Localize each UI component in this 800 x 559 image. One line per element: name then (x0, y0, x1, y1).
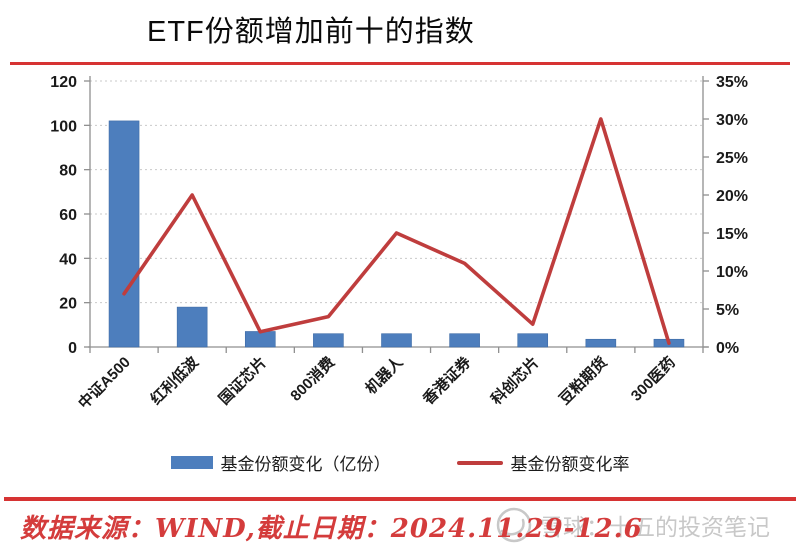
x-category-label: 国证芯片 (215, 353, 270, 408)
line-series-swatch (456, 460, 503, 465)
right-axis-tick-label: 0% (716, 340, 739, 357)
right-axis-tick-label: 25% (716, 150, 748, 167)
left-axis-tick-label: 100 (50, 118, 77, 135)
x-category-label: 800消费 (287, 353, 339, 405)
x-category-label: 红利低波 (147, 352, 203, 408)
right-axis-tick-label: 5% (716, 302, 739, 319)
right-axis-tick-label: 20% (716, 188, 748, 205)
legend-item-bar: 基金份额变化（亿份） (170, 450, 391, 475)
bar-中证A500 (108, 120, 140, 348)
chart-title: ETF份额增加前十的指数 (147, 16, 475, 48)
chart-legend: 基金份额变化（亿份） 基金份额变化率 (0, 450, 800, 475)
bar-豆粕期货 (585, 338, 617, 348)
x-category-label: 300医药 (627, 353, 679, 405)
right-axis-tick-label: 30% (716, 112, 748, 129)
watermark: 雪球：十五的投资笔记 (494, 505, 770, 545)
left-axis-tick-label: 20 (59, 296, 77, 313)
watermark-text: 雪球：十五的投资笔记 (540, 514, 770, 540)
bar-红利低波 (176, 306, 208, 348)
bar-800消费 (313, 333, 344, 348)
bar-科创芯片 (517, 333, 549, 348)
legend-item-line: 基金份额变化率 (456, 450, 630, 475)
right-axis-tick-label: 10% (716, 264, 748, 281)
x-category-label: 豆粕期货 (555, 353, 610, 408)
left-axis-tick-label: 0 (68, 340, 77, 357)
x-category-label: 香港证券 (419, 352, 475, 408)
right-axis-tick-label: 15% (716, 226, 748, 243)
right-axis-tick-label: 35% (716, 74, 748, 91)
bar-series-swatch (170, 456, 213, 469)
x-category-label: 中证A500 (75, 353, 134, 412)
data-source-text: 数据来源：WIND,截止日期：2024.11.29-12.6 (20, 514, 643, 544)
left-axis-tick-label: 60 (59, 207, 77, 224)
left-axis-tick-label: 40 (59, 251, 77, 268)
legend-bar-label: 基金份额变化（亿份） (220, 455, 391, 474)
bottom-divider (4, 497, 796, 501)
left-axis-tick-label: 120 (50, 74, 77, 91)
legend-line-label: 基金份额变化率 (510, 455, 630, 474)
bar-国证芯片 (244, 331, 276, 348)
x-category-label: 科创芯片 (487, 353, 542, 408)
x-category-label: 机器人 (362, 352, 407, 397)
left-axis-tick-label: 80 (59, 163, 77, 180)
xueqiu-snowball-icon (496, 507, 532, 543)
top-divider (10, 62, 790, 65)
bar-机器人 (381, 333, 412, 348)
bar-香港证券 (449, 333, 480, 348)
line-series (122, 117, 671, 346)
